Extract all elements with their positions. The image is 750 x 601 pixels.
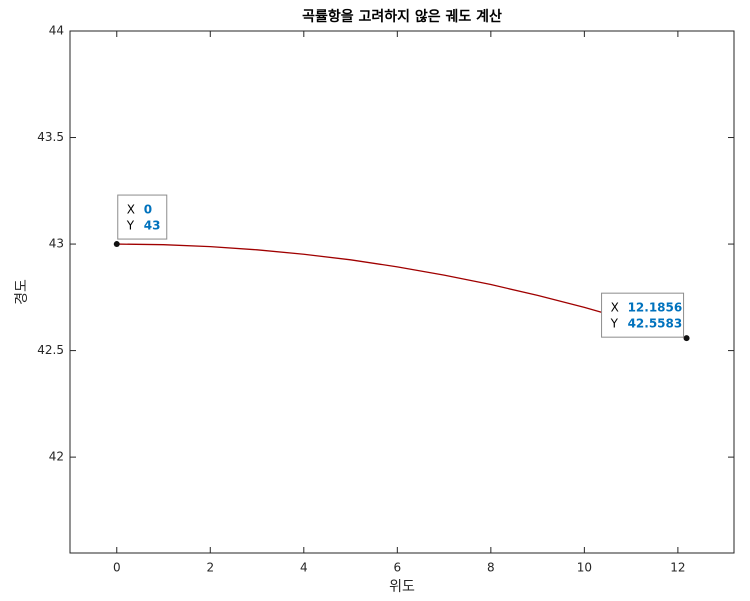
- x-tick-label: 6: [394, 561, 402, 575]
- datatip-x-value: 12.1856: [628, 301, 683, 315]
- y-tick-label: 42: [49, 450, 64, 464]
- datatip-y-value: 42.5583: [628, 317, 683, 331]
- x-tick-label: 0: [113, 561, 121, 575]
- x-axis-label: 위도: [389, 579, 415, 595]
- chart-title: 곡률항을 고려하지 않은 궤도 계산: [302, 8, 502, 25]
- x-tick-label: 2: [206, 561, 214, 575]
- datatip: XY0 43: [117, 194, 168, 240]
- x-tick-label: 10: [577, 561, 592, 575]
- x-tick-label: 12: [670, 561, 685, 575]
- y-tick-label: 43.5: [37, 130, 64, 144]
- datatip-marker: [113, 241, 120, 248]
- datatip-y-value: 43: [144, 219, 161, 233]
- datatip-y-key: Y: [126, 219, 135, 233]
- datatip-x-key: X: [611, 301, 619, 315]
- y-tick-label: 44: [49, 24, 64, 38]
- y-tick-label: 43: [49, 237, 64, 251]
- plot-area: [69, 30, 735, 554]
- datatip-x-value: 0: [144, 203, 152, 217]
- datatip-box: [601, 292, 685, 338]
- y-tick-label: 42.5: [37, 343, 64, 357]
- datatip-box: [117, 194, 168, 240]
- x-tick-label: 8: [487, 561, 495, 575]
- y-axis-label: 경도: [14, 279, 30, 305]
- datatip-y-key: Y: [610, 317, 619, 331]
- datatip-marker: [683, 335, 690, 342]
- datatip: XY 12.1856 42.5583: [601, 292, 685, 338]
- datatip-x-key: X: [127, 203, 135, 217]
- x-tick-label: 4: [300, 561, 308, 575]
